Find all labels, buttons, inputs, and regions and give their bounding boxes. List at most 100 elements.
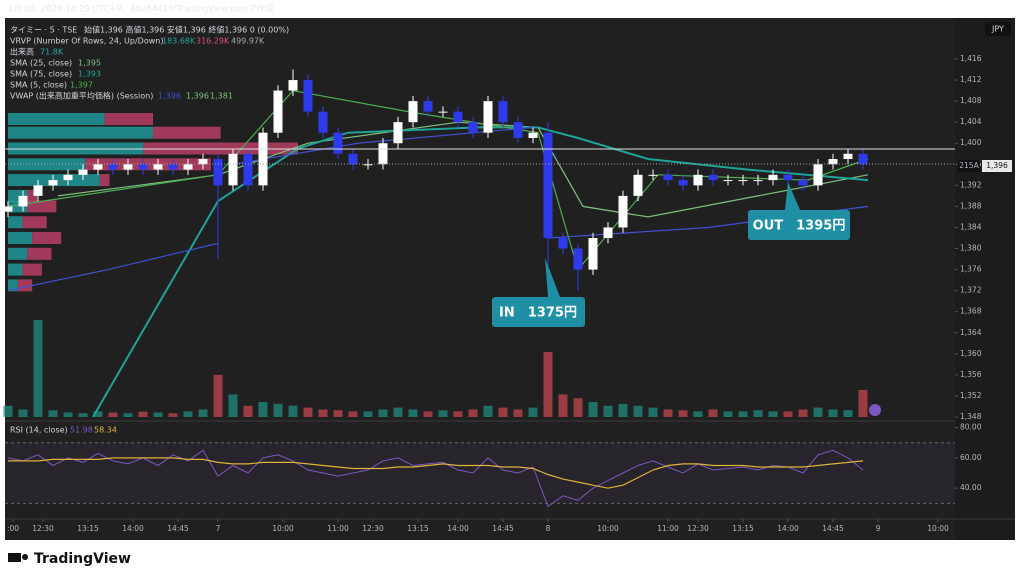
legend-value: 1,393 <box>78 70 101 79</box>
price-axis <box>955 18 1015 540</box>
volume-bar <box>678 410 688 417</box>
volume-bar <box>363 411 373 417</box>
volume-bar <box>783 411 793 417</box>
candle-body <box>483 101 493 133</box>
volume-bar <box>453 411 463 417</box>
x-tick-label: :00 <box>7 524 19 533</box>
volume-bar <box>123 413 133 417</box>
price-box <box>982 160 1012 172</box>
candle-body <box>243 153 253 186</box>
profile-down <box>27 200 57 213</box>
candle-body <box>723 180 733 182</box>
candle-body <box>603 227 613 238</box>
tag-name: 215A <box>959 161 979 170</box>
header: 1月 08, 2026 18:29 UTC+9、Abe6441がTradingV… <box>8 4 274 15</box>
legend-vrvp: VRVP (Number Of Rows, 24, Up/Down) <box>10 37 163 46</box>
volume-bar <box>393 407 403 417</box>
profile-up <box>8 158 86 171</box>
candle-body <box>363 164 373 166</box>
volume-bar <box>18 409 28 417</box>
y-tick-label: 1,408 <box>960 96 982 105</box>
legend-value: 1,395 <box>78 59 101 68</box>
volume-bar <box>423 411 433 417</box>
candle-body <box>318 111 328 133</box>
candle-body <box>423 101 433 112</box>
volume-bar <box>33 320 43 417</box>
x-tick-label: 14:45 <box>822 524 844 533</box>
profile-down <box>32 232 62 244</box>
candle-body <box>288 80 298 91</box>
profile-up <box>8 113 105 126</box>
volume-bar <box>513 409 523 417</box>
candle-body <box>198 159 208 165</box>
y-tick-label: 1,376 <box>960 265 982 274</box>
legend-value: 1,396 <box>186 92 209 101</box>
x-tick-label: 13:15 <box>407 524 429 533</box>
volume-bar <box>753 410 763 417</box>
candle-body <box>468 122 478 133</box>
legend-sma5: SMA (5, close) <box>10 81 67 90</box>
candle-body <box>438 111 448 113</box>
x-tick-label: 12:30 <box>687 524 709 533</box>
profile-up <box>8 279 18 292</box>
candle-body <box>783 174 793 181</box>
legend-value: 58.34 <box>94 426 117 435</box>
annotation-out: OUT 1395円 <box>753 219 846 234</box>
logo-dot <box>22 554 28 560</box>
rsi-ma-line <box>8 457 864 489</box>
x-tick-label: 12:30 <box>362 524 384 533</box>
candle-body <box>738 180 748 182</box>
y-tick-label: 1,392 <box>960 180 982 189</box>
candle-body <box>768 174 778 181</box>
x-tick-label: 7 <box>216 524 221 533</box>
candle-body <box>678 180 688 186</box>
profile-down <box>153 126 221 139</box>
volume-bar <box>348 411 358 417</box>
volume-bar <box>723 411 733 417</box>
callout <box>748 210 850 240</box>
volume-bar <box>618 403 628 417</box>
y-tick-label: 1,380 <box>960 244 982 253</box>
volume-bar <box>303 407 313 417</box>
candle-body <box>813 164 823 186</box>
candle-body <box>33 185 43 196</box>
volume-bar <box>798 409 808 417</box>
x-tick-label: 14:00 <box>122 524 144 533</box>
candle-body <box>528 132 538 138</box>
candle-body <box>498 101 508 123</box>
volume-bar <box>213 374 223 417</box>
legend-value: 1,381 <box>210 92 233 101</box>
candle-body <box>348 153 358 165</box>
candle-body <box>453 111 463 123</box>
currency: JPY <box>991 25 1004 34</box>
candle-body <box>153 164 163 170</box>
volume-bar <box>468 409 478 417</box>
volume-bar <box>483 405 493 417</box>
profile-up <box>8 263 23 276</box>
profile-up <box>8 247 28 260</box>
volume-bar <box>648 407 658 417</box>
volume-bar <box>408 409 418 417</box>
x-tick-label: 10:00 <box>927 524 949 533</box>
volume-bar <box>528 407 538 417</box>
candle-body <box>408 101 418 123</box>
alert-icon[interactable] <box>869 404 881 416</box>
volume-bar <box>183 411 193 417</box>
candle-body <box>573 248 583 270</box>
callout <box>492 297 585 327</box>
volume-bar <box>63 412 73 417</box>
volume-bar <box>693 411 703 417</box>
y-tick-label: 1,356 <box>960 370 982 379</box>
y-tick-label: 1,360 <box>960 349 982 358</box>
volume-bar <box>93 411 103 417</box>
volume-bar <box>228 394 238 417</box>
x-tick-label: 8 <box>546 524 551 533</box>
y-tick-label: 1,412 <box>960 75 982 84</box>
volume-bar <box>588 401 598 417</box>
rsi-tick-label: 60.00 <box>960 453 982 462</box>
rsi-tick-label: 80.00 <box>960 423 982 432</box>
candle-body <box>753 180 763 182</box>
volume-bar <box>858 389 868 417</box>
